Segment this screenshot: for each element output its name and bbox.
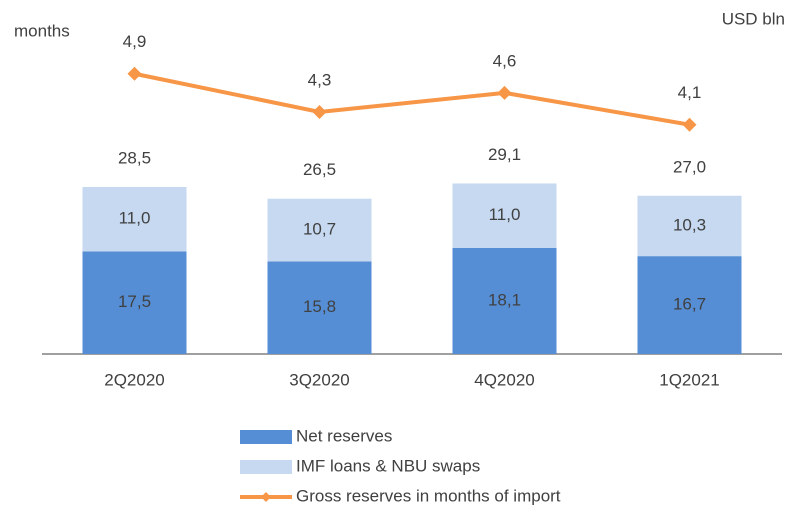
line-marker — [682, 117, 697, 132]
line-value-label: 4,9 — [123, 32, 147, 51]
x-tick-label: 2Q2020 — [104, 370, 165, 389]
legend-swatch — [240, 430, 292, 444]
bar-value-label: 18,1 — [488, 290, 521, 309]
legend-label: Gross reserves in months of import — [296, 486, 561, 505]
x-tick-label: 4Q2020 — [474, 370, 535, 389]
line-value-label: 4,6 — [493, 51, 517, 70]
line-marker — [497, 85, 512, 100]
total-label: 26,5 — [303, 160, 336, 179]
line-value-label: 4,1 — [678, 83, 702, 102]
bar-segment — [82, 186, 187, 252]
x-tick-label: 1Q2021 — [659, 370, 720, 389]
bar-value-label: 15,8 — [303, 297, 336, 316]
bar-value-label: 10,7 — [303, 220, 336, 239]
line-marker — [127, 66, 142, 81]
x-tick-label: 3Q2020 — [289, 370, 350, 389]
y-axis-label: USD bln — [722, 9, 785, 28]
line-value-label: 4,3 — [308, 70, 332, 89]
legend-marker — [261, 492, 271, 502]
y2-axis-label: months — [14, 21, 70, 40]
bar-value-label: 16,7 — [673, 295, 706, 314]
line — [134, 71, 690, 127]
total-label: 29,1 — [488, 145, 521, 164]
bar-segment — [452, 183, 557, 248]
bar-value-label: 17,5 — [118, 292, 151, 311]
legend-swatch — [240, 460, 292, 474]
bar-segment — [267, 198, 372, 262]
bar-segment — [267, 261, 372, 354]
total-label: 28,5 — [118, 148, 151, 167]
bar-segment — [82, 251, 187, 354]
legend-label: IMF loans & NBU swaps — [296, 456, 480, 475]
bar-value-label: 11,0 — [119, 209, 151, 228]
total-label: 27,0 — [673, 157, 706, 176]
bar-segment — [637, 195, 742, 257]
line-marker — [312, 104, 327, 119]
bar-value-label: 11,0 — [489, 205, 521, 224]
bar-value-label: 10,3 — [673, 215, 706, 234]
bar-segment — [637, 256, 742, 354]
legend-label: Net reserves — [296, 426, 392, 445]
bar-segment — [452, 247, 557, 354]
